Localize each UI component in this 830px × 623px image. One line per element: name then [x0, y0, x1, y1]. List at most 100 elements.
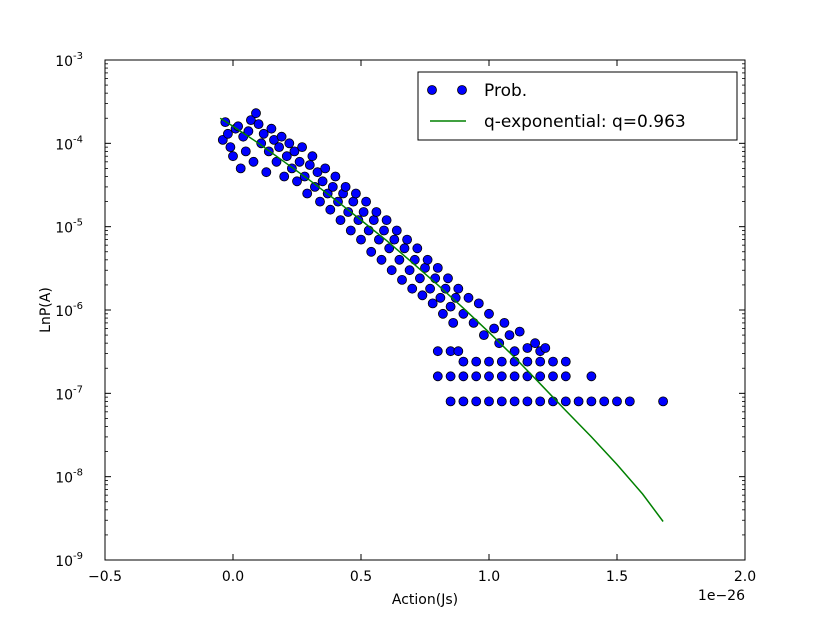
legend: Prob. q-exponential: q=0.963	[417, 71, 738, 141]
y-tick-label-0: 10-3	[55, 51, 83, 70]
data-point-78	[417, 290, 428, 301]
data-point-127	[509, 371, 520, 382]
data-point-29	[292, 176, 302, 187]
data-point-17	[261, 167, 272, 178]
data-point-135	[471, 396, 482, 407]
data-point-139	[522, 396, 533, 407]
x-tick-label-5: 2.0	[734, 569, 756, 585]
data-point-146	[612, 396, 622, 407]
x-tick-labels: −0.5 0.0 0.5 1.0 1.5 2.0	[88, 569, 756, 585]
data-point-134	[458, 396, 469, 407]
data-point-38	[315, 196, 325, 207]
data-point-114	[484, 356, 494, 367]
data-point-28	[289, 146, 300, 157]
data-point-44	[330, 171, 341, 182]
data-point-57	[363, 225, 374, 236]
data-point-13	[251, 108, 261, 119]
data-point-145	[599, 396, 610, 407]
x-tick-label-0: −0.5	[88, 569, 122, 585]
data-point-34	[304, 160, 315, 170]
y-axis-label: LnP(A)	[38, 287, 54, 333]
x-tick-label-4: 1.5	[606, 569, 628, 585]
data-point-48	[340, 181, 351, 192]
data-point-137	[496, 396, 507, 407]
data-point-30	[294, 156, 305, 167]
data-point-67	[389, 234, 400, 245]
data-point-147	[624, 396, 635, 407]
data-point-93	[458, 308, 469, 319]
data-point-59	[368, 215, 379, 226]
data-point-9	[240, 146, 251, 157]
data-point-88	[443, 273, 453, 284]
x-tick-label-1: 0.0	[222, 569, 244, 585]
legend-label-fit: q-exponential: q=0.963	[484, 112, 686, 132]
data-point-49	[343, 207, 354, 217]
data-point-129	[535, 371, 546, 382]
data-point-52	[350, 188, 361, 199]
data-point-35	[307, 151, 318, 162]
data-point-124	[471, 371, 482, 382]
data-point-24	[279, 171, 290, 182]
data-point-104	[514, 326, 525, 337]
data-point-4	[228, 151, 238, 162]
data-point-70	[397, 274, 407, 285]
data-point-23	[276, 131, 287, 142]
data-point-101	[499, 317, 510, 328]
data-point-130	[548, 371, 558, 382]
data-point-117	[522, 356, 533, 367]
data-point-131	[560, 371, 571, 382]
data-point-53	[353, 215, 364, 226]
y-tick-label-2: 10-5	[55, 218, 83, 237]
data-point-69	[394, 254, 405, 265]
data-point-58	[366, 246, 377, 257]
legend-box	[417, 71, 738, 141]
data-point-121	[432, 371, 443, 382]
data-point-12	[248, 156, 259, 167]
data-point-140	[535, 396, 546, 407]
data-point-66	[386, 265, 397, 276]
data-point-16	[258, 128, 269, 139]
data-point-144	[586, 396, 597, 407]
data-point-42	[325, 204, 336, 215]
data-point-76	[412, 243, 423, 254]
legend-label-prob: Prob.	[484, 81, 527, 101]
y-tick-label-1: 10-4	[55, 134, 83, 153]
data-point-133	[445, 396, 456, 407]
data-point-82	[427, 298, 438, 309]
data-point-14	[253, 119, 264, 129]
data-point-62	[376, 254, 387, 265]
y-tick-label-6: 10-9	[55, 551, 83, 570]
data-point-2	[222, 128, 233, 139]
data-point-105	[522, 343, 533, 353]
data-point-96	[473, 298, 484, 309]
x-offset-label: 1e−26	[698, 588, 745, 604]
data-point-25	[281, 151, 292, 162]
y-tick-label-4: 10-7	[55, 384, 83, 403]
data-point-111	[453, 346, 464, 357]
data-point-120	[560, 356, 571, 367]
data-point-112	[458, 356, 469, 367]
data-point-37	[312, 167, 323, 178]
data-point-68	[391, 225, 402, 236]
data-point-39	[317, 176, 328, 187]
data-point-102	[504, 330, 515, 341]
data-point-84	[432, 262, 443, 273]
data-point-113	[471, 356, 482, 367]
data-point-60	[371, 207, 382, 217]
data-point-73	[404, 265, 415, 276]
data-point-54	[356, 234, 366, 245]
data-point-148	[658, 396, 668, 407]
data-point-86	[437, 308, 448, 319]
data-point-63	[379, 225, 389, 236]
data-point-33	[302, 188, 313, 199]
legend-marker-prob-1	[427, 85, 437, 95]
y-tick-label-3: 10-6	[55, 301, 83, 320]
plot-area	[105, 60, 745, 560]
data-point-142	[560, 396, 571, 407]
fit-line	[219, 117, 664, 522]
data-point-136	[484, 396, 494, 407]
data-point-56	[361, 196, 372, 207]
data-point-11	[245, 115, 256, 125]
data-point-46	[335, 215, 346, 226]
data-point-122	[445, 371, 456, 382]
